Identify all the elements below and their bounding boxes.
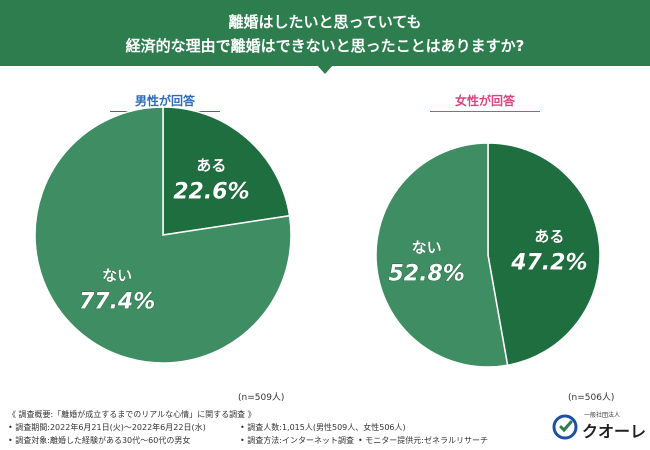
male-sample-size: (n=509人) [238, 393, 285, 403]
survey-summary: 《 調査概要:「離婚が成立するまでのリアルな心情」に関する調査 》 • 調査期間… [8, 408, 488, 447]
male-label-no: ない [102, 266, 132, 284]
survey-method: • 調査方法:インターネット調査 [240, 436, 354, 445]
female-label-no: ない [412, 238, 442, 256]
female-value-no: 52.8% [388, 261, 464, 286]
female-chart-title: 女性が回答 [430, 92, 540, 112]
female-slice-yes [487, 142, 601, 367]
survey-heading: 《 調査概要:「離婚が成立するまでのリアルな心情」に関する調査 》 [8, 410, 256, 419]
male-value-yes: 22.6% [173, 180, 249, 205]
survey-period: • 調査期間:2022年6月21日(火)〜2022年6月22日(水) [8, 423, 206, 432]
male-value-no: 77.4% [79, 289, 155, 314]
title-banner: 離婚はしたいと思っていても 経済的な理由で離婚はできないと思ったことはありますか… [0, 0, 650, 66]
female-slice-no [375, 142, 509, 368]
survey-target: • 調査対象:離婚した経験がある30代〜60代の男女 [8, 436, 191, 445]
survey-count: • 調査人数:1,015人(男性509人、女性506人) [240, 423, 406, 432]
title-line-2: 経済的な理由で離婚はできないと思ったことはありますか? [125, 37, 525, 55]
female-label-yes: ある [534, 228, 564, 246]
title-banner-notch [316, 64, 334, 74]
female-sample-size: (n=506人) [568, 393, 615, 403]
logo-small-text: 一般社団法人 [584, 412, 621, 419]
male-label-yes: ある [196, 157, 226, 175]
female-value-yes: 47.2% [510, 251, 587, 276]
organization-logo: 一般社団法人 クオーレ [548, 410, 648, 442]
logo-main-text: クオーレ [582, 422, 647, 441]
male-slice-yes [162, 106, 291, 236]
logo-mark-icon [552, 414, 578, 440]
male-slice-no [34, 106, 292, 364]
title-line-1: 離婚はしたいと思っていても [228, 13, 422, 31]
survey-provider: • モニター提供元:ゼネラルリサーチ [358, 436, 488, 445]
